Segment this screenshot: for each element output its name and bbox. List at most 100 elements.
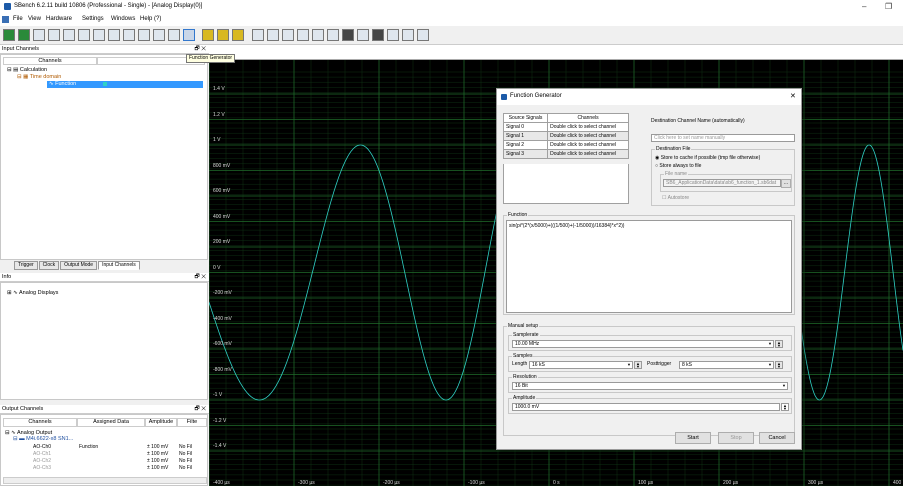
- fft-icon[interactable]: [93, 29, 105, 41]
- meter-icon[interactable]: [153, 29, 165, 41]
- import-icon[interactable]: [168, 29, 180, 41]
- tree-analog-output[interactable]: ⊟ ∿ Analog Output: [5, 430, 53, 436]
- autostore-checkbox[interactable]: ☐ Autostore: [662, 195, 690, 201]
- signal-row[interactable]: Signal 0 Double click to select channel: [502, 122, 629, 132]
- single-icon[interactable]: [33, 29, 45, 41]
- tree-time-domain[interactable]: ⊟ ▦ Time domain: [17, 74, 62, 80]
- function-generator-icon[interactable]: [183, 29, 195, 41]
- dest-name-input[interactable]: Click here to set name manually: [651, 134, 795, 142]
- calc2-icon[interactable]: [217, 29, 229, 41]
- gray-icon[interactable]: [417, 29, 429, 41]
- sig-header-channels: Channels: [547, 113, 629, 123]
- resolution-select[interactable]: 16 Bit ▼: [512, 382, 788, 390]
- close-x-icon[interactable]: [372, 29, 384, 41]
- radio-file[interactable]: ○ Store always to file: [655, 163, 702, 169]
- start-button[interactable]: Start: [675, 432, 711, 444]
- menu-help[interactable]: Help (?): [140, 16, 162, 22]
- signal-row[interactable]: Signal 1 Double click to select channel: [502, 131, 629, 141]
- signal-channel[interactable]: Double click to select channel: [547, 122, 629, 132]
- y-axis-label: -400 mV: [213, 315, 232, 322]
- amplitude-input[interactable]: 1000.0 mV: [512, 403, 780, 411]
- output-channel-row[interactable]: AO-Ch3 ± 100 mV No Fil: [31, 464, 207, 471]
- amplitude-stepper[interactable]: ▲ ▼: [781, 403, 789, 411]
- tree-function[interactable]: ∿ Function: [47, 81, 203, 88]
- wave3-icon[interactable]: [282, 29, 294, 41]
- tree-calculation[interactable]: ⊟ ▤ Calculation: [7, 67, 48, 73]
- tab-input-channels[interactable]: Input Channels: [98, 261, 140, 270]
- tree-card[interactable]: ⊟ ▬ M4i.6622-x8 SN1...: [13, 436, 74, 442]
- menu-view[interactable]: View: [28, 16, 41, 22]
- menu-file[interactable]: File: [13, 16, 23, 22]
- list-icon[interactable]: [402, 29, 414, 41]
- browse-button[interactable]: ...: [781, 179, 791, 188]
- function-generator-dialog: Function Generator ✕ Source Signals Chan…: [496, 88, 802, 450]
- record-icon[interactable]: [18, 29, 30, 41]
- window-icon[interactable]: [387, 29, 399, 41]
- x-axis-label: 200 µs: [723, 480, 739, 486]
- manual-setup-label: Manual setup: [507, 323, 540, 329]
- posttrigger-select[interactable]: 8 kS ▼: [679, 361, 774, 369]
- signal-channel[interactable]: Double click to select channel: [547, 131, 629, 141]
- title-bar: SBench 6.2.11 build 10806 (Professional …: [0, 0, 903, 14]
- file-name-input[interactable]: SB6_ApplicationData\data\sb6_function_1.…: [663, 179, 781, 187]
- tab-clock[interactable]: Clock: [38, 261, 60, 270]
- close-icon[interactable]: 🗗 ✕: [194, 406, 206, 412]
- wave5-icon[interactable]: [312, 29, 324, 41]
- tab-trigger[interactable]: Trigger: [14, 261, 38, 270]
- cancel-button[interactable]: Cancel: [759, 432, 795, 444]
- stop-button[interactable]: Stop: [718, 432, 754, 444]
- restore-button[interactable]: ❐: [885, 2, 893, 11]
- samplerate-stepper[interactable]: ▲ ▼: [775, 340, 783, 348]
- file-name-label: File name: [664, 171, 688, 177]
- length-stepper[interactable]: ▲ ▼: [634, 361, 642, 369]
- analog-display-icon[interactable]: [63, 29, 75, 41]
- digital-display-icon[interactable]: [78, 29, 90, 41]
- length-select[interactable]: 16 kS ▼: [529, 361, 633, 369]
- input-tabs: Trigger Clock Output Mode Input Channels: [14, 261, 141, 270]
- samplerate-select[interactable]: 10.00 MHz ▼: [512, 340, 774, 348]
- menu-settings[interactable]: Settings: [82, 16, 104, 22]
- waterfall-icon[interactable]: [138, 29, 150, 41]
- wave1-icon[interactable]: [252, 29, 264, 41]
- close-icon[interactable]: 🗗 ✕: [194, 274, 206, 280]
- wave6-icon[interactable]: [327, 29, 339, 41]
- cross-icon[interactable]: [342, 29, 354, 41]
- close-icon[interactable]: 🗗 ✕: [194, 46, 206, 52]
- x-axis-label: 0 s: [553, 480, 560, 486]
- menu-windows[interactable]: Windows: [111, 16, 136, 22]
- dest-name-label: Destination Channel Name (automatically): [651, 118, 745, 124]
- signal-row[interactable]: Signal 3 Double click to select channel: [502, 149, 629, 159]
- posttrigger-stepper[interactable]: ▲ ▼: [775, 361, 783, 369]
- signal-channel[interactable]: Double click to select channel: [547, 140, 629, 150]
- window-title: SBench 6.2.11 build 10806 (Professional …: [14, 3, 203, 9]
- menu-hardware[interactable]: Hardware: [46, 16, 73, 22]
- info-title: Info: [2, 274, 12, 280]
- function-input[interactable]: sin(pi*(2*(x/5000)+(((1/500)+(-1/5000))/…: [506, 220, 792, 313]
- output-channel-row[interactable]: AO-Ch0 Function ± 100 mV No Fil: [31, 443, 207, 450]
- calc3-icon[interactable]: [232, 29, 244, 41]
- horizontal-scrollbar[interactable]: [3, 477, 207, 484]
- signal-channel[interactable]: Double click to select channel: [547, 149, 629, 159]
- stop-icon[interactable]: [48, 29, 60, 41]
- resolution-group: Resolution 16 Bit ▼: [508, 374, 792, 393]
- output-channel-row[interactable]: AO-Ch2 ± 100 mV No Fil: [31, 457, 207, 464]
- minimize-button[interactable]: –: [862, 2, 867, 11]
- x-axis-label: -300 µs: [298, 480, 315, 486]
- signal-row[interactable]: Signal 2 Double click to select channel: [502, 140, 629, 150]
- xy-display-icon[interactable]: [108, 29, 120, 41]
- tree-analog-displays[interactable]: ⊞ ∿ Analog Displays: [7, 290, 59, 296]
- signal-name: Signal 0: [502, 122, 549, 132]
- dialog-close-icon[interactable]: ✕: [790, 93, 796, 100]
- cursor-icon[interactable]: [357, 29, 369, 41]
- tab-output-mode[interactable]: Output Mode: [60, 261, 98, 270]
- wave2-icon[interactable]: [267, 29, 279, 41]
- info-panel: ⊞ ∿ Analog Displays: [0, 282, 208, 400]
- x-axis-label: -200 µs: [383, 480, 400, 486]
- radio-cache[interactable]: ◉ Store to cache if possible (tmp file o…: [655, 155, 761, 161]
- histogram-icon[interactable]: [123, 29, 135, 41]
- output-channel-row[interactable]: AO-Ch1 ± 100 mV No Fil: [31, 450, 207, 457]
- calc-icon[interactable]: [202, 29, 214, 41]
- run-icon[interactable]: [3, 29, 15, 41]
- file-name-group: File name SB6_ApplicationData\data\sb6_f…: [660, 171, 792, 192]
- wave4-icon[interactable]: [297, 29, 309, 41]
